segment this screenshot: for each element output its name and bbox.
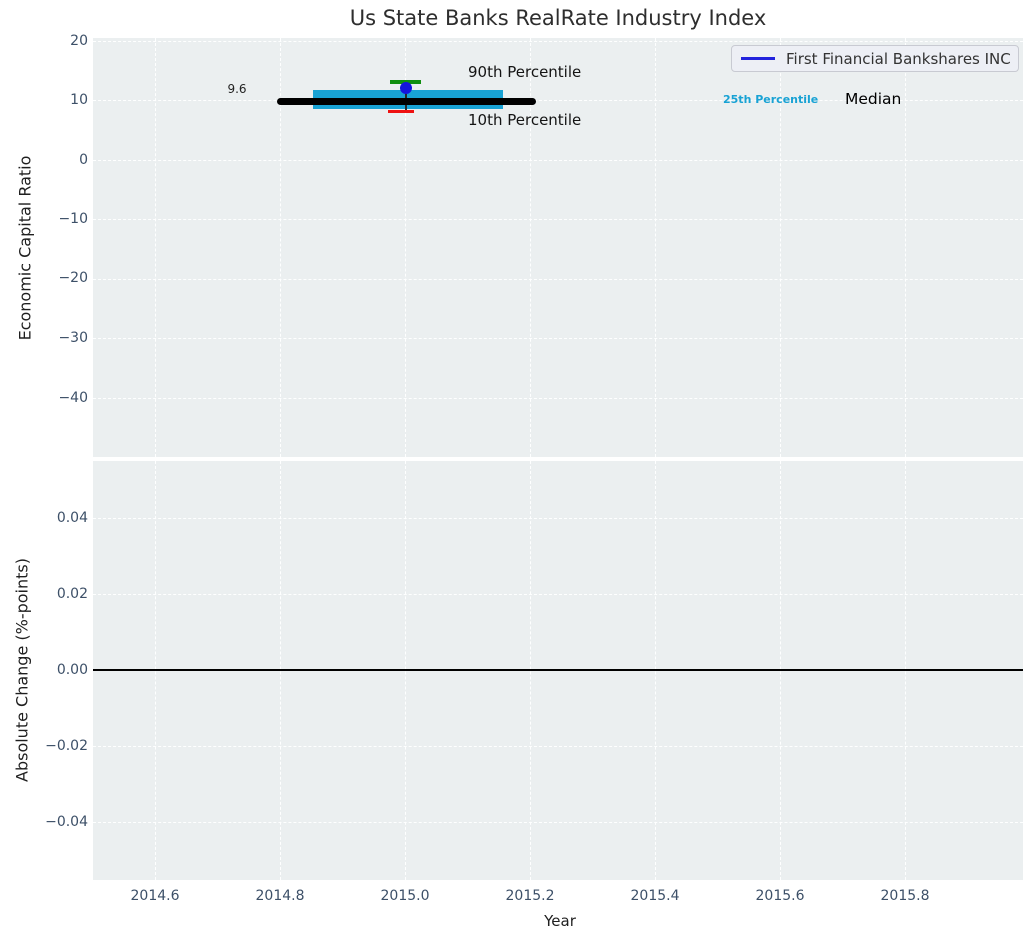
y-tick-label: 0.02 — [56, 586, 88, 602]
gridline-v — [530, 38, 531, 457]
y-tick-label: 0.00 — [56, 662, 88, 678]
y-tick-label: −30 — [58, 330, 88, 346]
gridline-v — [405, 38, 406, 457]
top-plot-area: 9.6 90th Percentile 10th Percentile 25th… — [93, 38, 1023, 457]
gridline-v — [280, 38, 281, 457]
y-tick-label: −10 — [58, 211, 88, 227]
y-tick-label: 10 — [70, 92, 88, 108]
median-text-label: Median — [845, 90, 902, 108]
gridline-h — [93, 518, 1023, 519]
gridline-h — [93, 219, 1023, 220]
percentile-whisker-line — [405, 82, 407, 112]
legend: First Financial Bankshares INC — [731, 45, 1019, 72]
chart-title: Us State Banks RealRate Industry Index — [349, 6, 767, 30]
x-tick-label: 2014.6 — [130, 888, 180, 904]
x-tick-label: 2015.6 — [755, 888, 805, 904]
gridline-v — [905, 38, 906, 457]
y-tick-label: 0 — [79, 152, 88, 168]
x-tick-label: 2015.2 — [505, 888, 555, 904]
y-tick-label: 20 — [70, 33, 88, 49]
gridline-h — [93, 100, 1023, 101]
y-tick-label: −0.04 — [45, 814, 88, 830]
y-tick-label: −40 — [58, 390, 88, 406]
y-tick-label: −0.02 — [45, 738, 88, 754]
25th-percentile-label: 25th Percentile — [723, 93, 819, 106]
gridline-v — [155, 38, 156, 457]
gridline-v — [780, 38, 781, 457]
gridline-h — [93, 594, 1023, 595]
zero-reference-line — [93, 669, 1023, 671]
x-axis-label: Year — [544, 912, 576, 930]
90th-percentile-label: 90th Percentile — [468, 63, 582, 81]
legend-line-sample — [741, 57, 775, 60]
y-tick-label: −20 — [58, 270, 88, 286]
gridline-h — [93, 746, 1023, 747]
y-tick-label: 0.04 — [56, 510, 88, 526]
top-y-axis-label: Economic Capital Ratio — [15, 155, 35, 341]
bottom-plot-area — [93, 461, 1023, 880]
legend-label: First Financial Bankshares INC — [786, 49, 1011, 68]
10th-percentile-cap — [388, 110, 414, 113]
gridline-v — [655, 38, 656, 457]
gridline-h — [93, 279, 1023, 280]
gridline-h — [93, 398, 1023, 399]
x-tick-label: 2015.8 — [880, 888, 930, 904]
gridline-h — [93, 822, 1023, 823]
x-tick-label: 2015.4 — [630, 888, 680, 904]
gridline-h — [93, 338, 1023, 339]
bottom-y-axis-label: Absolute Change (%-points) — [12, 558, 32, 782]
10th-percentile-label: 10th Percentile — [468, 111, 582, 129]
gridline-h — [93, 41, 1023, 42]
company-data-point — [400, 82, 412, 94]
median-value-label: 9.6 — [227, 82, 247, 96]
x-tick-label: 2014.8 — [255, 888, 305, 904]
gridline-h — [93, 160, 1023, 161]
median-line — [277, 98, 536, 105]
x-tick-label: 2015.0 — [380, 888, 430, 904]
